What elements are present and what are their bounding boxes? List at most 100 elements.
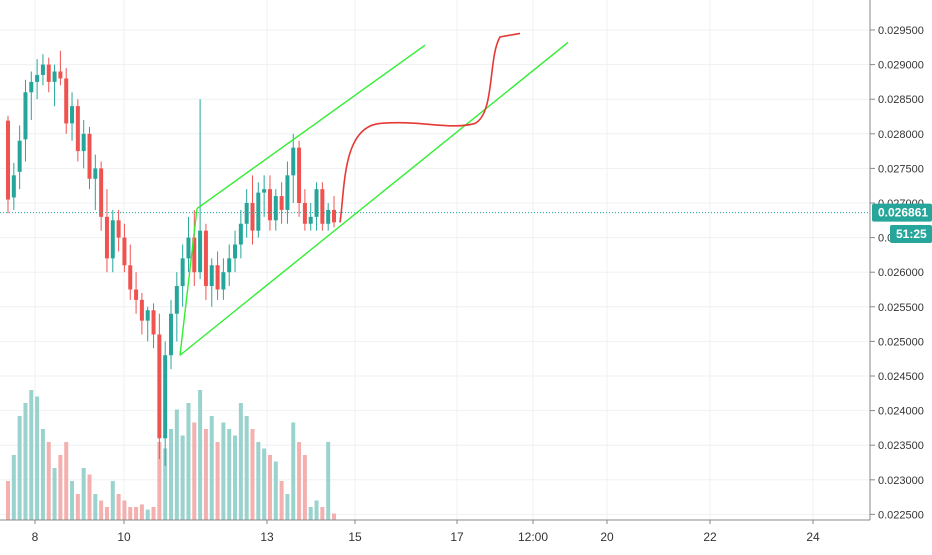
volume-bar [23,403,28,520]
candle-body [58,71,63,79]
volume-bar [93,494,98,520]
time-axis[interactable]: 8 10 13 15 17 12:00 20 22 24 [0,519,870,544]
candle-body [81,133,86,152]
candle-body [221,272,226,290]
volume-bar [87,474,92,520]
candlesticks [6,50,336,466]
volume-bar [46,442,51,520]
candle-body [99,168,104,217]
candle-body [93,168,98,179]
candle-body [35,74,40,82]
y-tick-label: 0.028000 [878,129,924,141]
x-tick-label: 10 [117,530,131,544]
volume-bar [58,455,63,520]
candle-body [180,258,185,287]
x-tick-label: 20 [600,530,614,544]
volume-bar [17,416,22,520]
x-tick-label: 8 [32,530,39,544]
volume-bar [99,500,104,520]
candle-body [227,258,232,273]
y-tick-label: 0.022500 [878,509,924,521]
candle-body [279,196,284,210]
volume-bar [163,448,168,520]
candle-body [198,230,203,273]
volume-bar [169,429,173,520]
volume-bar [104,507,109,520]
volume-bar [75,494,80,520]
volume-bar [198,390,203,520]
y-tick-label: 0.029000 [878,60,924,72]
volume-bar [81,468,86,520]
volume-bar [302,455,307,520]
candle-body [215,265,220,290]
volume-bar [308,507,313,520]
candle-body [192,237,197,273]
candle-body [70,106,75,124]
volume-bar [64,442,69,520]
candle-body [145,310,150,321]
x-tick-label: 15 [348,530,362,544]
candle-body [46,64,51,82]
candle-body [6,120,10,200]
y-tick-label: 0.027500 [878,163,924,175]
x-tick-label: 24 [806,530,820,544]
volume-bar [314,500,319,520]
volume-bar [279,481,284,520]
y-tick-label: 0.029500 [878,25,924,37]
volume-bar [186,403,191,520]
y-tick-label: 0.023500 [878,440,924,452]
volume-bar [215,442,220,520]
last-price-badge: 0.026861 [878,206,928,220]
volume-bar [320,507,325,520]
candle-body [273,196,278,221]
volume-bar [29,390,34,520]
projection-path [339,32,521,223]
volume-bar [139,504,144,520]
candle-body [267,189,272,221]
volume-bar [203,429,208,520]
volume-bar [174,409,179,520]
volume-bar [11,455,16,520]
countdown-badge: 51:25 [896,227,927,241]
volume-bar [110,481,115,520]
x-tick-label: 17 [450,530,464,544]
candle-body [23,92,28,140]
candle-body [169,313,173,356]
volume-bar [256,442,261,520]
candle-body [157,334,162,439]
candle-body [314,189,319,217]
volume-bars [6,390,336,520]
candle-body [40,64,45,75]
volume-bar [52,468,57,520]
candle-body [209,265,214,287]
drawings[interactable] [0,32,870,356]
candle-body [291,147,296,176]
candle-body [52,71,57,82]
volume-bar [238,403,243,520]
volume-bar [297,442,302,520]
volume-bar [122,500,127,520]
volume-bar [180,435,185,520]
countdown-badge-bg [890,225,932,243]
candle-body [17,140,22,172]
volume-bar [250,429,255,520]
candle-body [122,237,127,266]
volume-bar [291,422,296,520]
candle-body [308,216,313,224]
y-tick-label: 0.024000 [878,406,924,418]
candle-body [244,203,249,224]
volume-bar [157,442,162,520]
volume-bar [40,429,45,520]
y-tick-label: 0.025000 [878,336,924,348]
volume-bar [326,442,331,520]
candle-body [285,175,290,210]
candle-body [174,286,179,314]
volume-bar [128,507,133,520]
y-tick-label: 0.023000 [878,475,924,487]
candle-body [320,189,325,224]
volume-bar [227,429,232,520]
volume-bar [273,461,278,520]
